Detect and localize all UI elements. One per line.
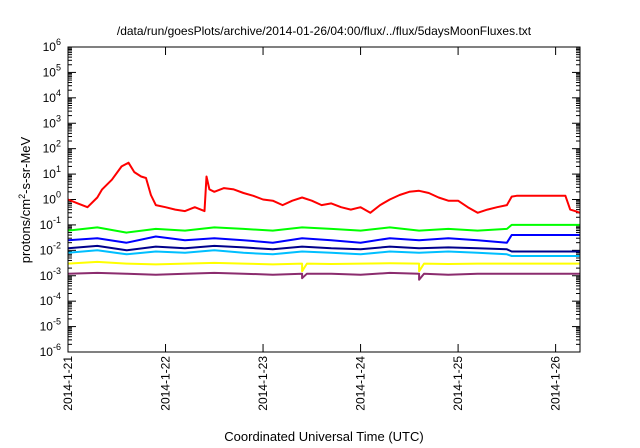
y-axis-label-rest: -s-sr-MeV — [18, 136, 33, 193]
y-tick-label-0: 10-6 — [40, 342, 61, 359]
y-tick-label-3: 10-3 — [40, 266, 61, 283]
y-tick-label-12: 106 — [43, 37, 61, 54]
y-tick-label-2: 10-4 — [40, 291, 61, 308]
x-tick-label-3: 2014-1-24 — [354, 356, 368, 411]
plot-frame — [67, 46, 581, 353]
y-axis-label-sup: 2 — [17, 194, 27, 199]
series-group — [67, 161, 581, 281]
y-tick-label-5: 10-1 — [40, 215, 61, 232]
y-tick-label-6: 100 — [43, 190, 61, 207]
y-axis-label-main: protons/cm — [18, 199, 33, 263]
series-line-6 — [67, 271, 580, 281]
svg-text:protons/cm2-s-sr-MeV: protons/cm2-s-sr-MeV — [17, 136, 33, 263]
x-tick-label-1: 2014-1-22 — [159, 356, 173, 411]
y-tick-label-9: 103 — [43, 113, 61, 130]
series-line-4 — [67, 249, 580, 257]
x-tick-label-0: 2014-1-21 — [61, 356, 75, 411]
x-ticks: 2014-1-21 2014-1-22 2014-1-23 2014-1-24 2014… — [61, 47, 563, 411]
series-line-1 — [67, 223, 580, 234]
x-tick-label-2: 2014-1-23 — [256, 356, 270, 411]
y-tick-label-8: 102 — [43, 139, 61, 156]
y-tick-label-4: 10-2 — [40, 240, 61, 257]
series-line-3 — [67, 244, 580, 253]
y-ticks: 10-6 10-5 10-4 10-3 10-2 10-1 100 101 102 103 104 1… — [40, 37, 580, 359]
series-line-0 — [67, 161, 581, 214]
x-axis-label: Coordinated Universal Time (UTC) — [224, 429, 423, 444]
series-line-2 — [67, 234, 580, 244]
y-tick-label-7: 101 — [43, 164, 61, 181]
y-tick-label-1: 10-5 — [40, 317, 61, 334]
series-line-5 — [67, 260, 580, 273]
chart-title: /data/run/goesPlots/archive/2014-01-26/0… — [117, 24, 532, 38]
y-axis-label: protons/cm2-s-sr-MeV — [17, 136, 33, 263]
x-tick-label-4: 2014-1-25 — [451, 356, 465, 411]
x-tick-label-5: 2014-1-26 — [549, 356, 563, 411]
y-tick-label-11: 105 — [43, 62, 61, 79]
y-tick-label-10: 104 — [43, 88, 61, 105]
